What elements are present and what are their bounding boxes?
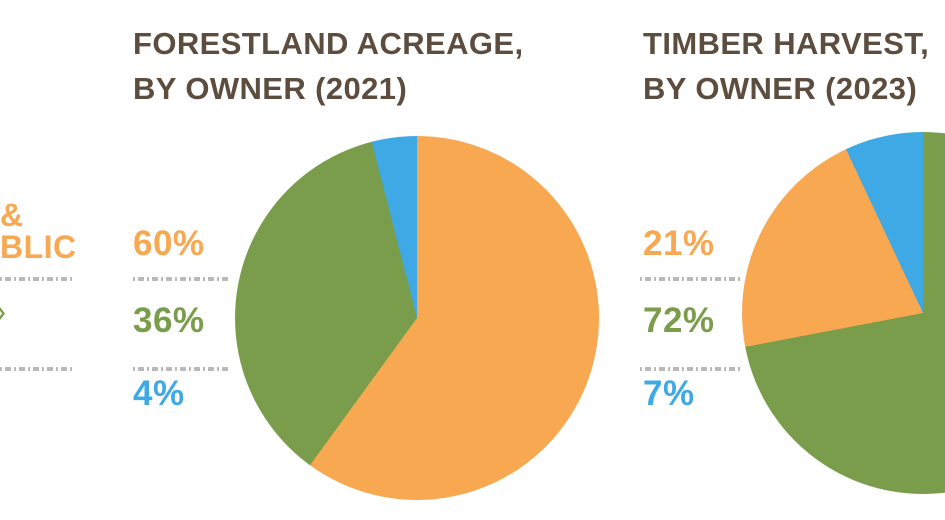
chart2-title-line1: TIMBER HARVEST, [643, 26, 930, 61]
dashed-divider [640, 277, 740, 281]
chart2-label-blue: 7% [643, 374, 695, 413]
legend-fragment-ampersand: & [0, 197, 24, 233]
dashed-divider [133, 367, 228, 371]
chart2-label-orange: 21% [643, 224, 715, 263]
dashed-divider [0, 277, 73, 281]
chart1-label-orange: 60% [133, 224, 205, 263]
legend-fragment-public: BLIC [0, 229, 77, 265]
pie-chart-timber-harvest [742, 132, 945, 494]
chart2-title-line2: BY OWNER (2023) [643, 71, 918, 106]
chart2-title: TIMBER HARVEST, BY OWNER (2023) [643, 21, 929, 111]
chart1-label-blue: 4% [133, 374, 185, 413]
chart2-label-green: 72% [643, 301, 715, 340]
dashed-divider [0, 367, 73, 371]
chart1-title-line1: FORESTLAND ACREAGE, [133, 26, 524, 61]
pie-chart-forestland-acreage [235, 136, 599, 500]
chart1-title: FORESTLAND ACREAGE, BY OWNER (2021) [133, 21, 524, 111]
dashed-divider [640, 367, 740, 371]
legend-fragment-green-partial [0, 307, 5, 320]
chart1-title-line2: BY OWNER (2021) [133, 71, 408, 106]
dashed-divider [133, 277, 228, 281]
chart1-label-green: 36% [133, 301, 205, 340]
